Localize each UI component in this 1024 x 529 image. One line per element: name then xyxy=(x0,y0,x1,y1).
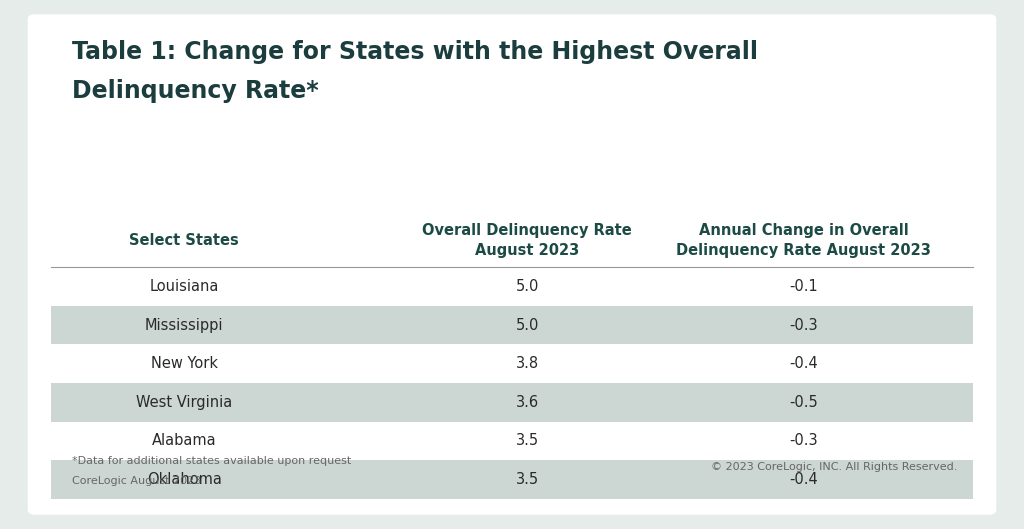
Text: -0.3: -0.3 xyxy=(790,317,818,333)
Bar xyxy=(51,460,973,499)
Text: Overall Delinquency Rate
August 2023: Overall Delinquency Rate August 2023 xyxy=(423,223,632,258)
Text: -0.1: -0.1 xyxy=(790,279,818,294)
Text: Annual Change in Overall
Delinquency Rate August 2023: Annual Change in Overall Delinquency Rat… xyxy=(677,223,931,258)
Text: © 2023 CoreLogic, INC. All Rights Reserved.: © 2023 CoreLogic, INC. All Rights Reserv… xyxy=(711,462,957,472)
Bar xyxy=(51,383,973,422)
Text: *Data for additional states available upon request: *Data for additional states available up… xyxy=(72,455,351,466)
Text: 3.5: 3.5 xyxy=(516,472,539,487)
Text: -0.4: -0.4 xyxy=(790,356,818,371)
Text: Delinquency Rate*: Delinquency Rate* xyxy=(72,79,318,103)
Text: -0.4: -0.4 xyxy=(790,472,818,487)
Text: -0.5: -0.5 xyxy=(790,395,818,410)
Text: Select States: Select States xyxy=(129,233,240,248)
Text: 3.5: 3.5 xyxy=(516,433,539,449)
Text: 3.8: 3.8 xyxy=(516,356,539,371)
Bar xyxy=(51,422,973,460)
Bar xyxy=(51,267,973,306)
Text: 5.0: 5.0 xyxy=(516,317,539,333)
Text: -0.3: -0.3 xyxy=(790,433,818,449)
Text: Mississippi: Mississippi xyxy=(145,317,223,333)
Text: West Virginia: West Virginia xyxy=(136,395,232,410)
Text: Alabama: Alabama xyxy=(152,433,217,449)
Text: Oklahoma: Oklahoma xyxy=(146,472,222,487)
Bar xyxy=(51,306,973,344)
Text: Table 1: Change for States with the Highest Overall: Table 1: Change for States with the High… xyxy=(72,40,758,63)
Text: 3.6: 3.6 xyxy=(516,395,539,410)
Text: 5.0: 5.0 xyxy=(516,279,539,294)
Bar xyxy=(51,344,973,383)
Text: Louisiana: Louisiana xyxy=(150,279,219,294)
FancyBboxPatch shape xyxy=(28,14,996,515)
Text: New York: New York xyxy=(151,356,218,371)
Text: CoreLogic August 2023: CoreLogic August 2023 xyxy=(72,476,201,486)
